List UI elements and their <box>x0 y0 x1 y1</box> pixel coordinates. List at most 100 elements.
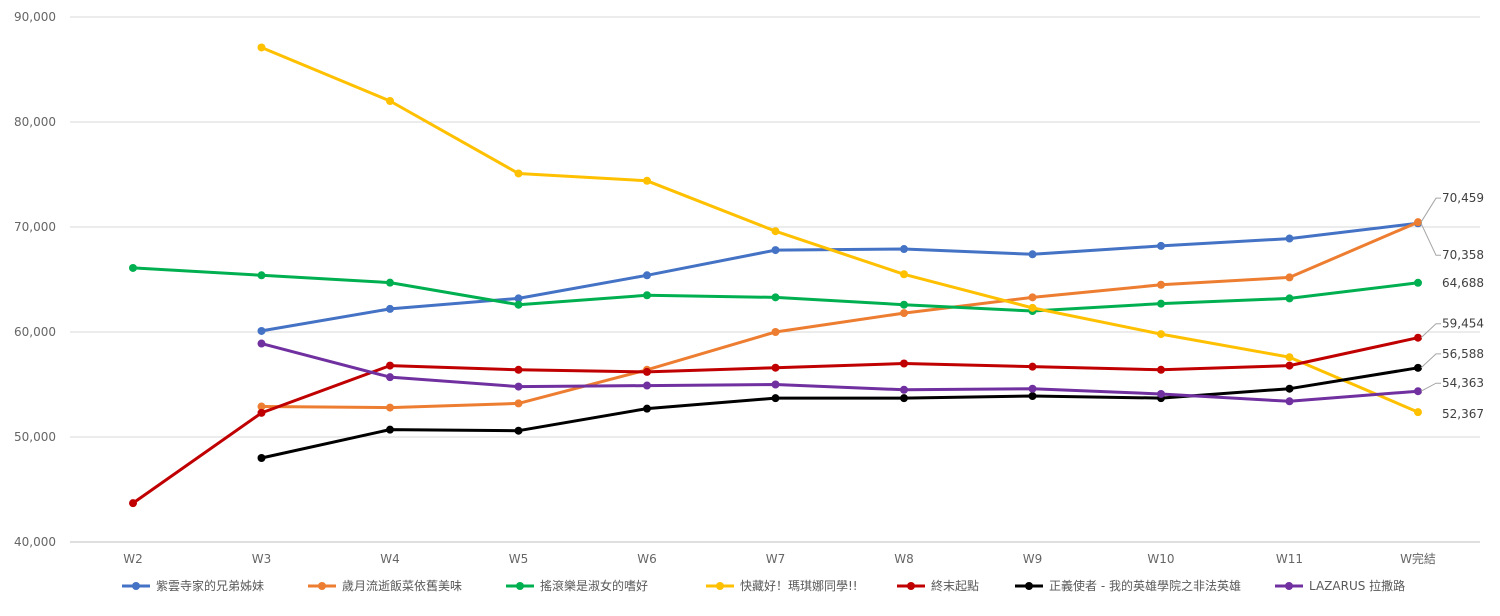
data-point <box>643 367 651 376</box>
series-1 <box>257 218 1422 412</box>
data-label: 56,588 <box>1442 347 1484 361</box>
data-point <box>900 309 908 318</box>
data-point <box>900 359 908 368</box>
x-tick-label: W3 <box>252 552 272 566</box>
data-point <box>1157 280 1165 289</box>
x-axis-tick-labels: W2 W3 W4 W5 W6 W7 W8 W9 W10 W11 W完結 <box>123 551 1436 566</box>
x-tick-label: W4 <box>380 552 400 566</box>
data-point <box>514 300 523 309</box>
data-point <box>1028 362 1037 371</box>
data-point <box>1285 353 1294 362</box>
data-label-leader <box>1420 197 1441 223</box>
legend-swatch-marker <box>907 582 915 590</box>
data-point <box>1028 303 1037 312</box>
y-tick-label: 80,000 <box>14 115 56 129</box>
data-point <box>386 97 394 105</box>
data-point <box>900 245 908 254</box>
data-labels: 70,459 70,358 64,688 59,454 56,588 54,363 52,3… <box>1442 191 1484 421</box>
data-point <box>771 293 780 302</box>
series-4 <box>129 333 1422 508</box>
data-point <box>1028 250 1037 259</box>
legend-item: 歲月流逝飯菜依舊美味 <box>308 578 462 593</box>
data-point <box>1414 363 1422 372</box>
data-point <box>386 304 394 313</box>
data-point <box>1028 293 1037 302</box>
series-line <box>260 46 1420 414</box>
legend-item: 正義使者 - 我的英雄學院之非法英雄 <box>1015 578 1241 593</box>
data-point <box>1157 330 1165 339</box>
x-tick-label: W8 <box>894 552 914 566</box>
series-line <box>260 220 1420 410</box>
data-point <box>771 363 780 372</box>
x-tick-label: W完結 <box>1400 551 1436 566</box>
data-point <box>1285 273 1294 282</box>
data-point <box>643 291 651 300</box>
x-tick-label: W2 <box>123 552 143 566</box>
legend-item: 紫雲寺家的兄弟姊妹 <box>122 578 264 593</box>
legend: 紫雲寺家的兄弟姊妹 歲月流逝飯菜依舊美味 搖滾樂是淑女的嗜好 快藏好！瑪琪娜同學!! 終… <box>122 578 1405 593</box>
legend-item: 終末起點 <box>897 578 979 593</box>
data-point <box>386 278 394 287</box>
y-tick-label: 60,000 <box>14 325 56 339</box>
data-label: 59,454 <box>1442 317 1484 331</box>
legend-label: 紫雲寺家的兄弟姊妹 <box>156 578 264 593</box>
data-point <box>129 263 137 272</box>
data-point <box>1414 333 1422 342</box>
legend-swatch-marker <box>1285 582 1293 590</box>
data-point <box>771 380 780 389</box>
x-tick-label: W9 <box>1023 552 1043 566</box>
legend-label: 歲月流逝飯菜依舊美味 <box>342 578 462 593</box>
data-label-leader <box>1420 323 1441 339</box>
data-point <box>1157 389 1165 398</box>
y-tick-label: 70,000 <box>14 220 56 234</box>
data-point <box>1285 397 1294 406</box>
data-point <box>643 381 651 390</box>
legend-label: 搖滾樂是淑女的嗜好 <box>540 578 648 593</box>
series-6 <box>257 339 1422 406</box>
x-tick-label: W10 <box>1147 552 1174 566</box>
series-line <box>131 266 1420 313</box>
data-point <box>1414 387 1422 396</box>
data-label-leaders <box>1420 197 1441 392</box>
data-point <box>1157 365 1165 374</box>
data-label: 70,358 <box>1442 248 1484 262</box>
data-point <box>1285 384 1294 393</box>
x-tick-label: W7 <box>766 552 786 566</box>
data-point <box>257 271 266 280</box>
data-point <box>257 408 266 417</box>
data-point <box>257 326 266 335</box>
legend-label: 終末起點 <box>931 578 979 593</box>
data-point <box>386 403 394 412</box>
data-point <box>1285 234 1294 243</box>
data-point <box>1285 361 1294 370</box>
data-point <box>386 373 394 382</box>
data-label: 64,688 <box>1442 276 1484 290</box>
data-point <box>643 176 651 185</box>
data-label-leader <box>1420 223 1441 256</box>
data-point <box>1285 294 1294 303</box>
data-label: 70,459 <box>1442 191 1484 205</box>
data-point <box>1157 241 1165 250</box>
data-point <box>514 294 523 303</box>
legend-label: 快藏好！瑪琪娜同學!! <box>740 579 858 593</box>
data-point <box>514 169 523 178</box>
x-tick-label: W11 <box>1276 552 1303 566</box>
legend-item: LAZARUS 拉撒路 <box>1275 578 1405 593</box>
y-tick-label: 50,000 <box>14 430 56 444</box>
data-point <box>643 404 651 413</box>
legend-swatch-marker <box>132 582 140 590</box>
data-point <box>1414 408 1422 417</box>
data-label: 52,367 <box>1442 407 1484 421</box>
data-point <box>514 399 523 408</box>
data-point <box>257 43 266 52</box>
data-point <box>771 246 780 255</box>
data-point <box>1157 299 1165 308</box>
data-point <box>514 426 523 435</box>
data-point <box>900 385 908 394</box>
legend-item: 搖滾樂是淑女的嗜好 <box>506 578 648 593</box>
data-point <box>771 394 780 403</box>
series-lines <box>129 43 1422 508</box>
data-point <box>257 454 266 462</box>
data-point <box>257 339 266 348</box>
